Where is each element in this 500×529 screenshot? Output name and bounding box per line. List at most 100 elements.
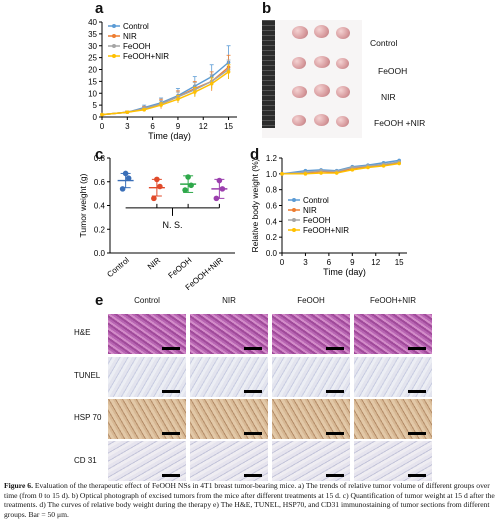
histology-image [190,441,268,481]
legend-label: NIR [303,206,317,215]
category-label: FeOOH [167,255,194,280]
tumor-sample [336,58,349,69]
x-tick-label: 3 [303,258,308,267]
data-point [100,112,104,117]
legend-marker [292,208,296,212]
caption-text: Evaluation of the therapeutic effect of … [4,481,495,519]
scale-bar [408,474,426,477]
scale-bar [326,347,344,350]
y-tick-label: 0.0 [94,249,106,258]
series-line [101,68,229,116]
x-tick-label: 12 [199,122,208,131]
data-point [366,165,370,170]
y-axis-label: Tumor weight (g) [80,173,88,237]
scale-bar [408,347,426,350]
tumor-sample [292,57,306,69]
x-axis-label: Time (day) [148,131,191,141]
legend-marker [112,34,116,38]
x-tick-label: 15 [224,122,233,131]
x-tick-label: 6 [327,258,332,267]
histology-row-hsp70: HSP 70 [74,413,102,422]
tumor-sample [314,114,329,126]
histology-column-nir: NIR [222,296,236,305]
histology-image [272,357,350,397]
photo-label-nir: NIR [381,92,396,102]
y-tick-label: 0.4 [266,217,278,226]
scale-bar [244,474,262,477]
data-point [142,108,146,112]
series-line [101,61,230,116]
category-label: NIR [146,255,163,271]
histology-image [272,314,350,354]
x-tick-label: 0 [100,122,105,131]
y-tick-label: 1.2 [266,154,278,163]
legend-marker [112,54,116,58]
data-point [125,110,130,115]
scale-bar [162,347,180,350]
chart-body-weight: 0.0 0.2 0.4 0.6 0.8 1.0 1.2 0 3 6 9 12 15 Time (day) R… [252,154,407,277]
scale-bar [244,347,262,350]
data-point [381,164,386,168]
photo-label-control: Control [370,38,398,48]
legend-label: NIR [123,32,137,41]
scale-bar [326,474,344,477]
data-point [125,175,132,181]
y-tick-label: 0.8 [266,186,278,195]
panel-label-b: b [262,0,272,17]
series-line [101,71,229,116]
y-tick-label: 10 [88,89,97,98]
tumor-sample [292,86,307,98]
data-point [397,161,401,166]
data-point [182,187,188,193]
caption-lead: Figure 6. [4,481,33,490]
data-point [213,195,220,202]
y-tick-label: 0.0 [266,249,278,258]
tumor-sample [292,26,308,39]
series-line [101,66,230,116]
x-tick-label: 15 [395,258,404,267]
y-tick-label: 25 [88,54,97,63]
series-line [281,162,400,175]
legend-marker [292,228,296,232]
data-point [216,177,223,184]
histology-column-feooh-nir: FeOOH+NIR [369,296,416,305]
x-tick-label: 9 [350,258,355,267]
data-point [157,183,163,190]
data-point [176,97,180,101]
x-tick-label: 0 [280,258,285,267]
histology-image [354,441,432,481]
panel-label-c: c [95,146,104,163]
x-tick-label: 6 [150,122,155,131]
data-point [209,81,214,86]
data-point [219,186,226,192]
data-point [193,90,197,94]
y-tick-label: 40 [88,18,97,27]
data-point [188,182,194,189]
histology-image [272,399,350,439]
panel-label-e: e [95,292,104,309]
data-point [334,171,339,175]
scale-bar [408,390,426,393]
y-tick-label: 0.8 [94,154,106,163]
y-tick-label: 0.6 [94,178,106,187]
photo-label-feooh-nir: FeOOH +NIR [374,118,426,128]
legend-marker [112,44,116,48]
histology-row-tunel: TUNEL [74,371,101,380]
series-line [282,162,400,175]
x-tick-label: 3 [125,122,130,131]
y-tick-label: 30 [88,42,97,51]
histology-image [354,357,432,397]
x-tick-label: 9 [176,122,181,131]
data-point [280,172,284,176]
ruler [262,20,275,128]
significance-label: N. S. [162,220,182,230]
histology-image [108,441,186,481]
tumor-sample [314,56,330,68]
photo-label-feooh: FeOOH [378,66,408,76]
legend-label: FeOOH+NIR [303,226,349,235]
tumor-sample [292,115,306,126]
tumor-sample [336,86,350,98]
y-tick-label: 1.0 [266,170,278,179]
category-label: Control [105,255,131,279]
